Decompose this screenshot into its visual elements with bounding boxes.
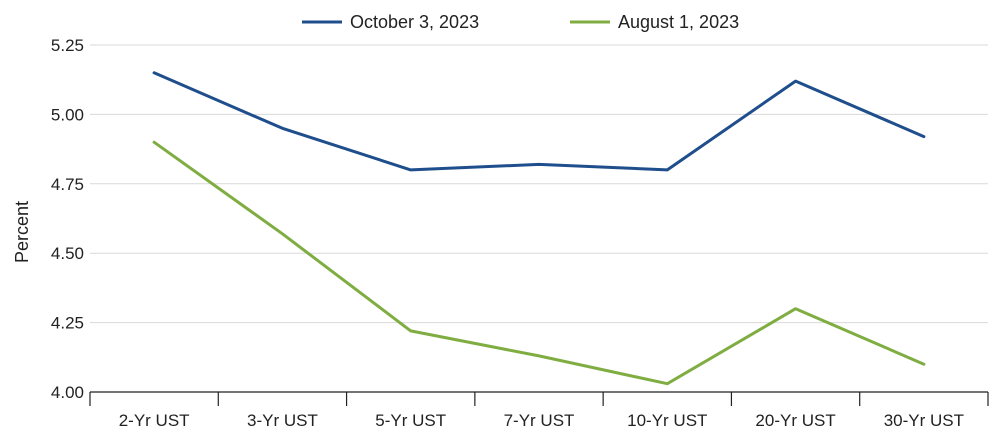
x-tick-label: 30-Yr UST [884, 411, 964, 430]
gridlines [90, 44, 988, 324]
series-lines [152, 71, 926, 386]
y-axis-title: Percent [12, 201, 32, 263]
x-tick-label: 7-Yr UST [504, 411, 575, 430]
series-line-2 [152, 140, 926, 386]
legend-label: October 3, 2023 [350, 12, 479, 32]
x-tick-label: 3-Yr UST [247, 411, 318, 430]
x-tick-label: 2-Yr UST [119, 411, 190, 430]
x-tick-label: 10-Yr UST [627, 411, 707, 430]
y-tick-label: 4.25 [51, 314, 84, 333]
x-tick-label: 20-Yr UST [755, 411, 835, 430]
x-tick-label: 5-Yr UST [375, 411, 446, 430]
y-tick-label: 4.00 [51, 383, 84, 402]
y-tick-label: 4.50 [51, 244, 84, 263]
x-axis: 2-Yr UST 3-Yr UST 5-Yr UST 7-Yr UST 10-Yr US… [89, 391, 989, 430]
y-axis: 4.00 4.25 4.50 4.75 5.00 5.25 [51, 36, 84, 402]
legend: October 3, 2023 August 1, 2023 [302, 12, 739, 32]
y-tick-label: 5.00 [51, 105, 84, 124]
y-tick-label: 4.75 [51, 175, 84, 194]
y-tick-label: 5.25 [51, 36, 84, 55]
series-line-1 [152, 71, 926, 172]
legend-label: August 1, 2023 [618, 12, 739, 32]
